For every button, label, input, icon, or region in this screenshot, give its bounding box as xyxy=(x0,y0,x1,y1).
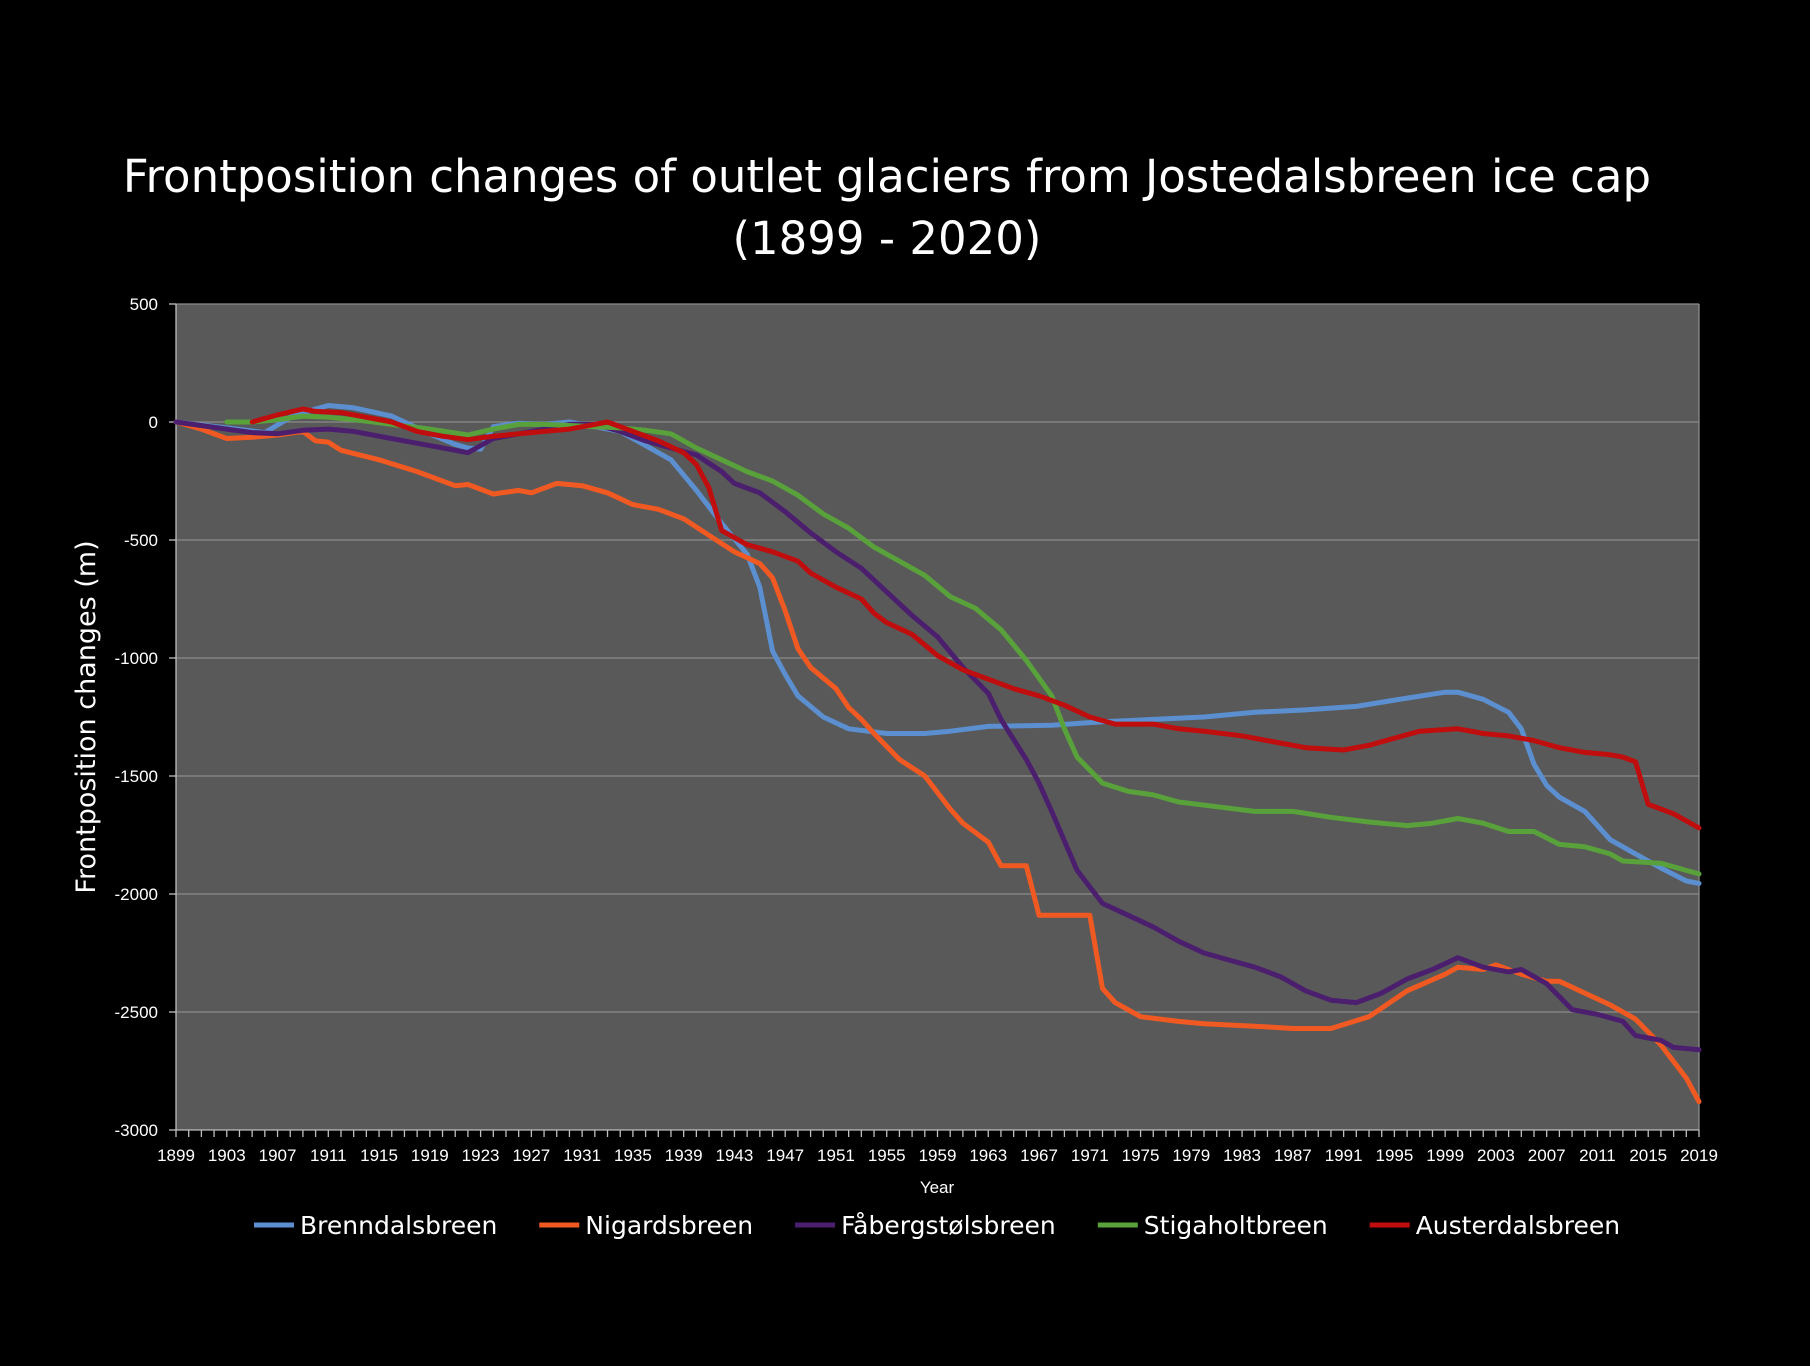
legend-label: Austerdalsbreen xyxy=(1416,1211,1620,1240)
x-tick-label: 1967 xyxy=(1020,1146,1058,1165)
legend-label: Fåbergstølsbreen xyxy=(841,1211,1056,1240)
x-tick-label: 2015 xyxy=(1629,1146,1667,1165)
x-tick-label: 1963 xyxy=(969,1146,1007,1165)
x-tick-label: 1999 xyxy=(1426,1146,1464,1165)
legend-item: Nigardsbreen xyxy=(539,1211,753,1240)
chart-title-line-2: (1899 - 2020) xyxy=(732,212,1041,265)
x-tick-label: 2007 xyxy=(1528,1146,1566,1165)
series-line-nigardsbreen xyxy=(173,419,1702,1105)
x-tick-label: 1955 xyxy=(868,1146,906,1165)
x-tick-label: 1971 xyxy=(1071,1146,1109,1165)
x-tick-label: 1975 xyxy=(1122,1146,1160,1165)
x-tick-label: 1951 xyxy=(817,1146,855,1165)
legend-label: Stigaholtbreen xyxy=(1144,1211,1328,1240)
x-tick-label: 2011 xyxy=(1579,1146,1616,1165)
legend-item: Fåbergstølsbreen xyxy=(795,1211,1056,1240)
y-tick-label: 0 xyxy=(149,413,158,432)
chart-title-line-1: Frontposition changes of outlet glaciers… xyxy=(123,150,1651,203)
y-tick-label: -1000 xyxy=(115,649,158,668)
legend-item: Stigaholtbreen xyxy=(1097,1211,1328,1240)
series-line-austerdalsbreen xyxy=(249,406,1702,831)
x-tick-label: 1979 xyxy=(1172,1146,1210,1165)
legend-item: Austerdalsbreen xyxy=(1369,1211,1620,1240)
x-tick-label: 1959 xyxy=(919,1146,957,1165)
y-tick-label: 500 xyxy=(130,295,158,314)
x-tick-label: 1923 xyxy=(462,1146,500,1165)
x-tick-label: 1903 xyxy=(208,1146,246,1165)
x-tick-label: 1931 xyxy=(563,1146,601,1165)
x-tick-label: 1991 xyxy=(1325,1146,1363,1165)
y-axis-title: Frontposition changes (m) xyxy=(71,540,102,893)
x-tick-label: 1919 xyxy=(411,1146,449,1165)
x-tick-label: 1911 xyxy=(310,1146,347,1165)
legend-label: Brenndalsbreen xyxy=(300,1211,497,1240)
x-tick-label: 1947 xyxy=(766,1146,804,1165)
x-tick-label: 1943 xyxy=(716,1146,754,1165)
x-axis-title: Year xyxy=(920,1178,955,1197)
y-tick-label: -2000 xyxy=(115,885,158,904)
x-tick-label: 1907 xyxy=(259,1146,297,1165)
y-tick-label: -3000 xyxy=(115,1121,158,1140)
x-tick-label: 1987 xyxy=(1274,1146,1312,1165)
legend-item: Brenndalsbreen xyxy=(254,1211,497,1240)
x-tick-label: 1995 xyxy=(1375,1146,1413,1165)
y-tick-label: -500 xyxy=(124,531,158,550)
x-tick-label: 1939 xyxy=(665,1146,703,1165)
x-tick-label: 1927 xyxy=(512,1146,550,1165)
x-tick-label: 2019 xyxy=(1680,1146,1718,1165)
series-line-stigaholtbreen xyxy=(224,413,1702,877)
x-tick-label: 2003 xyxy=(1477,1146,1515,1165)
axes: 500 0 -500 -1000 -1500 -2000 -2500 -3000 1899 190… xyxy=(115,295,1718,1165)
series-line-f-bergst-lsbreen xyxy=(173,419,1702,1053)
y-tick-label: -1500 xyxy=(115,767,158,786)
y-tick-label: -2500 xyxy=(115,1003,158,1022)
legend-label: Nigardsbreen xyxy=(585,1211,753,1240)
x-tick-label: 1899 xyxy=(157,1146,195,1165)
legend: Brenndalsbreen Nigardsbreen Fåbergstølsbre… xyxy=(254,1211,1620,1240)
series-line-brenndalsbreen xyxy=(173,403,1702,886)
plot-area xyxy=(176,304,1699,1130)
series-lines xyxy=(173,403,1702,1105)
x-tick-label: 1915 xyxy=(360,1146,398,1165)
x-tick-label: 1935 xyxy=(614,1146,652,1165)
x-tick-label: 1983 xyxy=(1223,1146,1261,1165)
